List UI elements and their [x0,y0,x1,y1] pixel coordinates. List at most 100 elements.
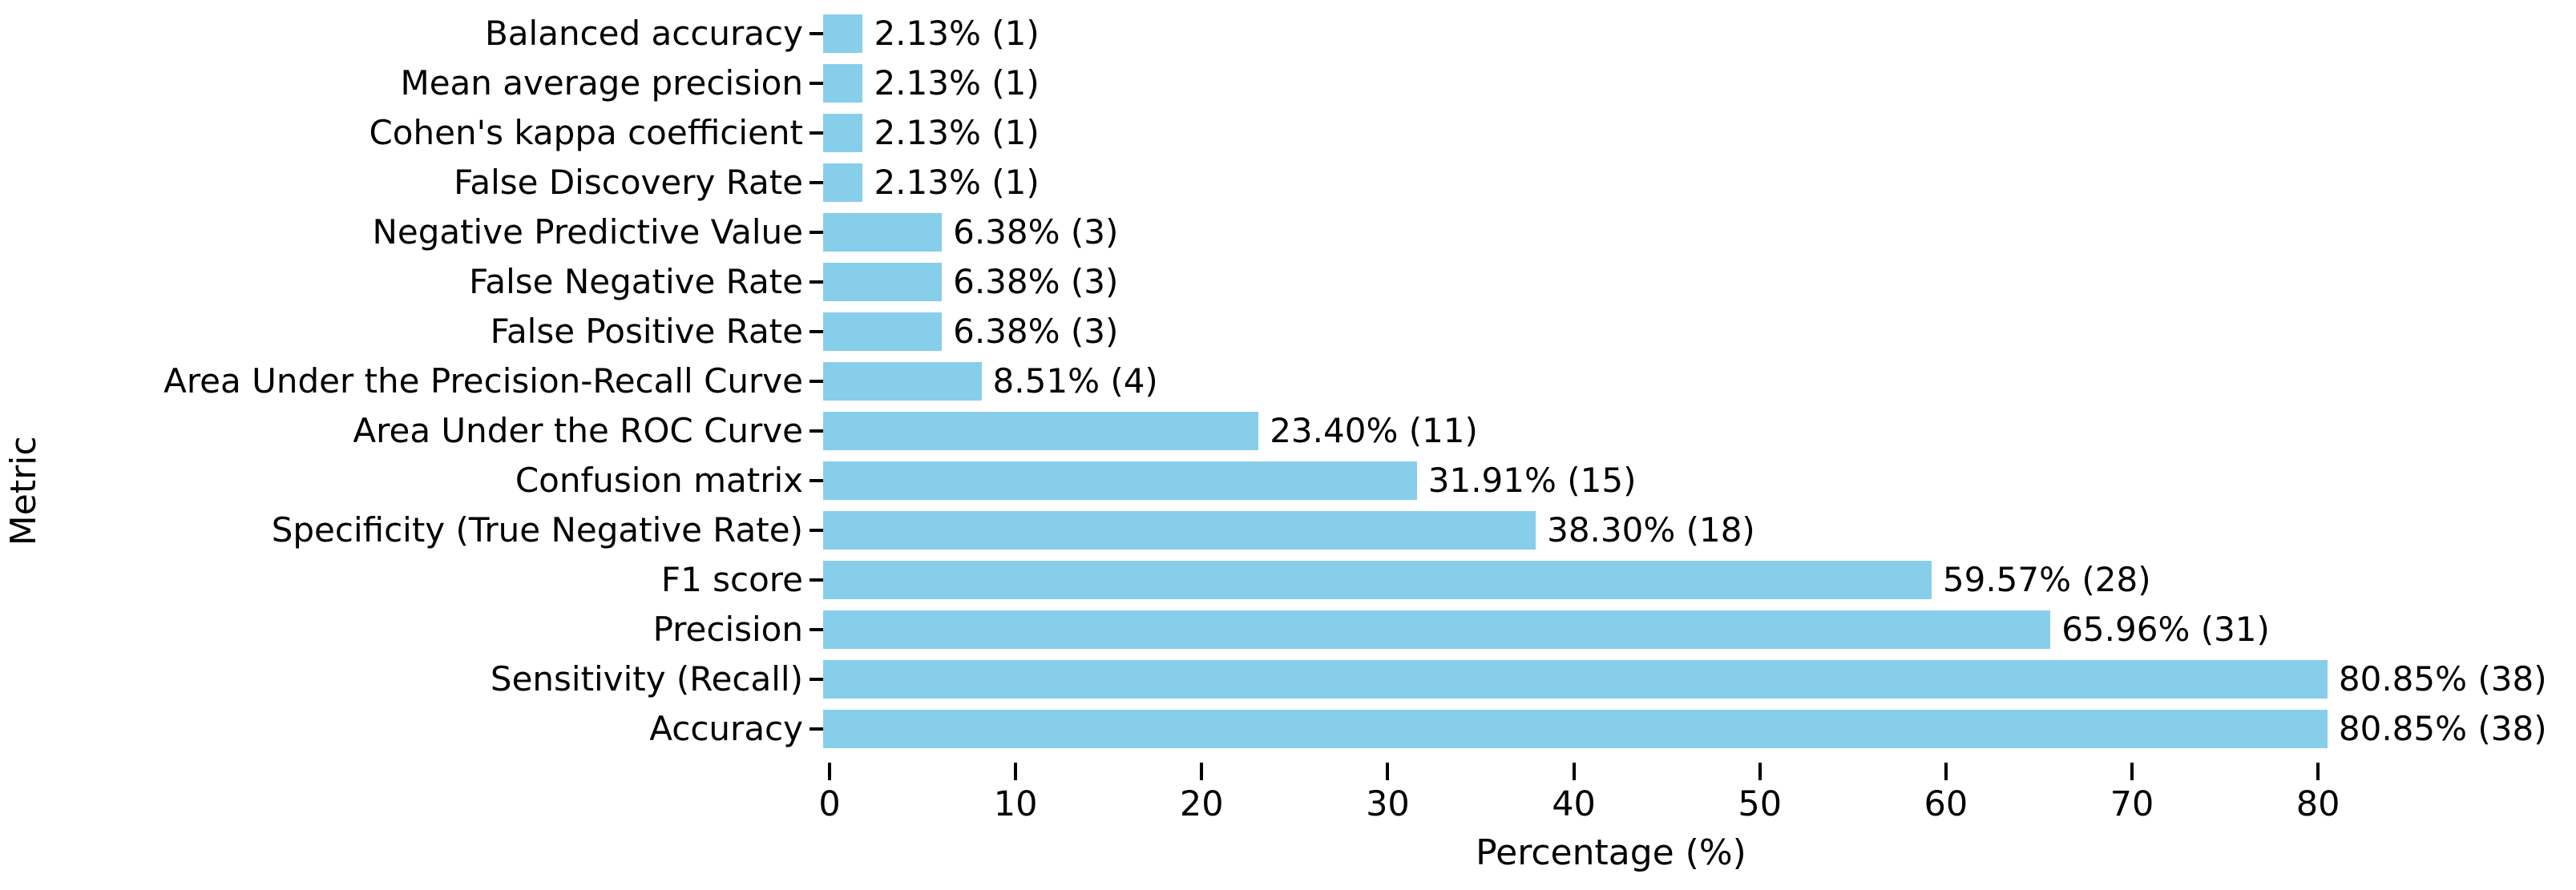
category-label: Precision [652,610,803,649]
category-label: Area Under the ROC Curve [353,411,803,450]
bar-value-label: 31.91% (15) [1427,461,1637,500]
category-label: Accuracy [649,709,803,748]
x-tick-label: 30 [1366,784,1410,824]
category-label: Mean average precision [400,63,803,103]
bar-track: 8.51% (4) [823,356,2576,406]
bar-row: False Negative Rate 6.38% (3) [0,257,2576,307]
bar [823,511,1536,550]
bar-row: Mean average precision 2.13% (1) [0,58,2576,108]
bar-value-label: 80.85% (38) [2338,659,2547,699]
bar-track: 80.85% (38) [823,654,2576,704]
bar [823,163,863,202]
x-tick-label: 70 [2110,784,2154,824]
category-label: Balanced accuracy [484,14,803,53]
x-tick-label: 50 [1738,784,1783,824]
bar-value-label: 2.13% (1) [874,113,1040,152]
category-label: Sensitivity (Recall) [490,659,803,699]
category-label: False Discovery Rate [454,163,803,202]
bar [823,213,943,252]
bar-track: 59.57% (28) [823,555,2576,605]
bar [823,461,1417,500]
bar-value-label: 6.38% (3) [953,262,1119,301]
bar-track: 6.38% (3) [823,257,2576,307]
bar-track: 2.13% (1) [823,58,2576,108]
bar-track: 6.38% (3) [823,307,2576,356]
x-axis-title: Percentage (%) [1476,832,1746,873]
category-label: Cohen's kappa coefficient [369,113,803,152]
bar-row: Area Under the Precision-Recall Curve 8.5… [0,356,2576,406]
bar-row: Balanced accuracy 2.13% (1) [0,9,2576,58]
y-tick-mark [810,330,823,333]
bar-value-label: 59.57% (28) [1942,560,2151,599]
plot-area: Balanced accuracy 2.13% (1) Mean average p… [0,9,2576,754]
x-tick-mark [1014,763,1018,780]
y-tick-mark [810,131,823,135]
bar-row: Sensitivity (Recall) 80.85% (38) [0,654,2576,704]
x-tick-mark [1386,763,1390,780]
bar-value-label: 6.38% (3) [953,212,1119,252]
category-label: Specificity (True Negative Rate) [271,510,803,550]
y-tick-mark [810,678,823,681]
y-tick-mark [810,529,823,532]
bar-track: 38.30% (18) [823,505,2576,555]
y-tick-mark [810,32,823,35]
bar-track: 31.91% (15) [823,456,2576,505]
bar-value-label: 2.13% (1) [874,14,1040,53]
bar-track: 2.13% (1) [823,158,2576,207]
bar [823,263,943,301]
bar [823,14,863,53]
bar-value-label: 8.51% (4) [992,361,1158,401]
bar-value-label: 38.30% (18) [1547,510,1755,550]
bar-value-label: 2.13% (1) [874,63,1040,103]
x-tick-label: 40 [1552,784,1596,824]
y-tick-mark [810,429,823,433]
bar-track: 6.38% (3) [823,207,2576,257]
bar-track: 2.13% (1) [823,108,2576,158]
x-tick-label: 20 [1179,784,1224,824]
bar [823,660,2328,699]
x-tick-mark [828,763,831,780]
bar-row: Accuracy 80.85% (38) [0,704,2576,754]
category-label: Area Under the Precision-Recall Curve [164,361,803,401]
y-tick-mark [810,628,823,631]
x-axis: Percentage (%) 0 10 20 30 40 50 60 70 80 [818,754,2576,890]
x-tick-label: 80 [2295,784,2340,824]
bar [823,362,982,401]
bar-row: Negative Predictive Value 6.38% (3) [0,207,2576,257]
y-tick-mark [810,82,823,85]
bar-track: 2.13% (1) [823,9,2576,58]
y-tick-mark [810,578,823,582]
category-label: F1 score [660,560,803,599]
category-label: Confusion matrix [515,461,803,500]
bar-value-label: 80.85% (38) [2338,709,2547,748]
x-tick-mark [2316,763,2320,780]
bar-row: False Discovery Rate 2.13% (1) [0,158,2576,207]
bar-row: Specificity (True Negative Rate) 38.30% (… [0,505,2576,555]
x-tick-mark [1200,763,1204,780]
category-label: Negative Predictive Value [372,212,803,252]
bar-row: Area Under the ROC Curve 23.40% (11) [0,406,2576,456]
bar [823,312,943,351]
bar-row: Cohen's kappa coefficient 2.13% (1) [0,108,2576,158]
bar [823,114,863,152]
x-tick-mark [1944,763,1948,780]
bar-row: Confusion matrix 31.91% (15) [0,456,2576,505]
bar-row: Precision 65.96% (31) [0,605,2576,654]
x-tick-mark [2130,763,2134,780]
y-tick-mark [810,479,823,482]
bar [823,710,2328,748]
bar-row: False Positive Rate 6.38% (3) [0,307,2576,356]
y-tick-mark [810,380,823,383]
category-label: False Negative Rate [469,262,803,301]
bar [823,610,2051,649]
bar-row: F1 score 59.57% (28) [0,555,2576,605]
category-label: False Positive Rate [490,312,803,351]
bar-value-label: 65.96% (31) [2061,610,2270,649]
x-tick-label: 0 [818,784,841,824]
bar-value-label: 6.38% (3) [953,312,1119,351]
y-tick-mark [810,181,823,184]
x-tick-mark [1758,763,1762,780]
bar-track: 80.85% (38) [823,704,2576,754]
bar [823,64,863,103]
